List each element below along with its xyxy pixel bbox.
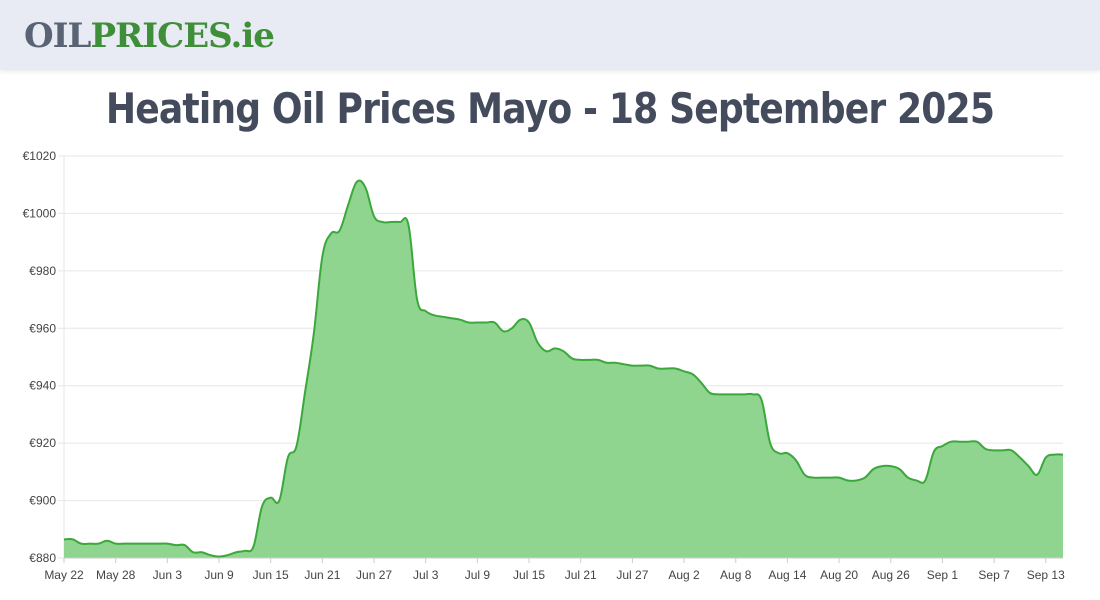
logo-part-prices: PRICES (90, 16, 231, 56)
x-tick-label: Aug 8 (720, 568, 752, 582)
x-tick-label: Jun 9 (204, 568, 234, 582)
x-tick-label: Jul 15 (513, 568, 545, 582)
site-header: OILPRICES.ie (0, 0, 1100, 70)
site-logo[interactable]: OILPRICES.ie (24, 16, 275, 56)
x-tick-label: Jun 21 (304, 568, 340, 582)
chart-area (63, 179, 1064, 558)
y-tick-label: €1000 (23, 206, 57, 220)
logo-part-tld: .ie (230, 16, 274, 56)
price-chart: €880 €900 €920 €940 €960 €980 €1000 €1020 May 22… (23, 149, 1065, 582)
y-tick-label: €880 (29, 551, 56, 565)
y-tick-label: €960 (29, 321, 56, 335)
x-tick-label: Jun 27 (356, 568, 392, 582)
x-tick-label: Jun 15 (253, 568, 289, 582)
x-tick-label: Aug 26 (872, 568, 910, 582)
y-tick-label: €1020 (23, 149, 57, 163)
x-tick-label: Sep 7 (978, 568, 1010, 582)
y-tick-label: €980 (29, 264, 56, 278)
y-tick-label: €900 (29, 494, 56, 508)
x-tick-label: Aug 2 (668, 568, 700, 582)
x-tick-label: Jul 3 (413, 568, 439, 582)
x-tick-label: May 28 (96, 568, 136, 582)
x-tick-label: Aug 14 (768, 568, 806, 582)
x-tick-label: Jul 9 (465, 568, 491, 582)
x-tick-label: Jun 3 (153, 568, 183, 582)
page-title: Heating Oil Prices Mayo - 18 September 2… (105, 84, 995, 133)
x-tick-label: Sep 1 (927, 568, 959, 582)
x-tick-label: Jul 27 (616, 568, 648, 582)
x-tick-label: Aug 20 (820, 568, 858, 582)
chart-grid (58, 155, 1063, 563)
price-line (63, 179, 1064, 558)
x-tick-label: Sep 13 (1027, 568, 1065, 582)
y-tick-label: €920 (29, 436, 56, 450)
y-tick-label: €940 (29, 379, 56, 393)
x-tick-label: May 22 (44, 568, 84, 582)
price-area-fill (64, 180, 1063, 558)
logo-part-oil: OIL (24, 16, 91, 56)
chart-axes: €880 €900 €920 €940 €960 €980 €1000 €1020 May 22… (23, 149, 1065, 582)
x-tick-label: Jul 21 (565, 568, 597, 582)
